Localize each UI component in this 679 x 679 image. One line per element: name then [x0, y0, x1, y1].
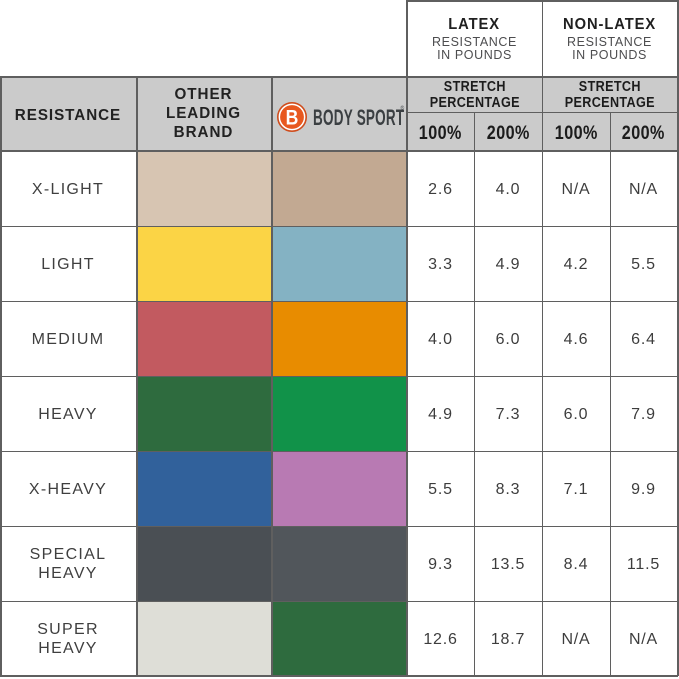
- svg-text:®: ®: [401, 105, 405, 112]
- svg-text:B: B: [286, 106, 299, 130]
- svg-text:BODY SPORT: BODY SPORT: [313, 104, 405, 129]
